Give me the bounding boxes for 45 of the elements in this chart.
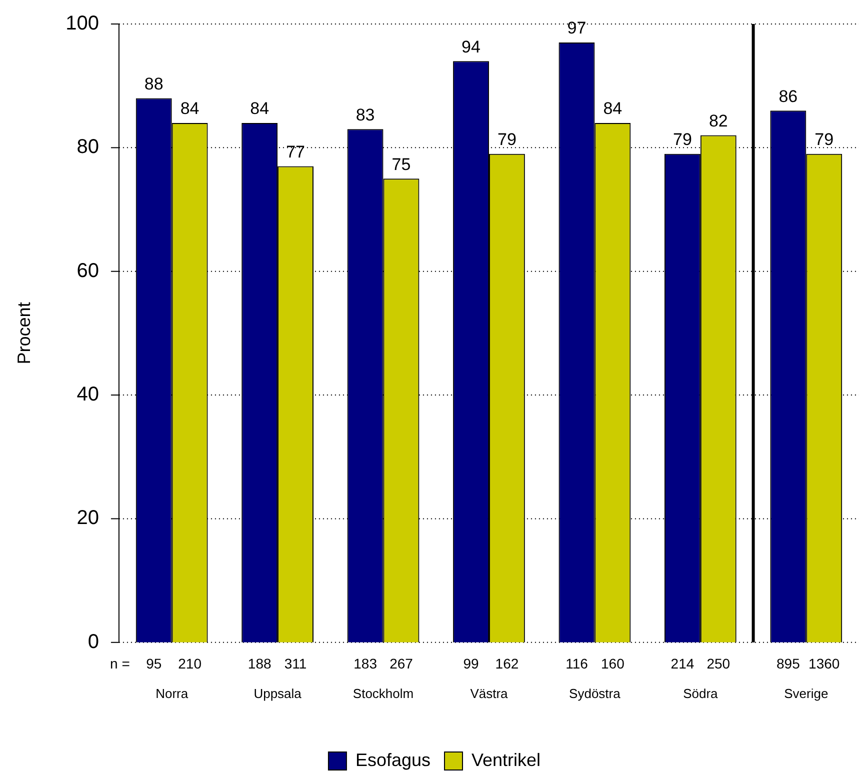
data-label: 84 <box>603 99 622 118</box>
y-tick-label: 40 <box>76 384 99 406</box>
data-label: 83 <box>356 105 375 124</box>
x-tick-label: Södra <box>683 686 719 701</box>
x-tick-label: Norra <box>156 686 189 701</box>
text: 116 <box>566 655 588 672</box>
y-tick-label: 0 <box>88 630 99 653</box>
data-label: 79 <box>497 130 516 150</box>
y-tick-label: 80 <box>76 136 99 158</box>
text: 162 <box>495 655 519 672</box>
text: 250 <box>706 655 730 672</box>
data-label: 82 <box>708 112 728 130</box>
text: 183 <box>354 655 378 672</box>
text: 1360 <box>808 655 840 672</box>
data-label: 97 <box>567 18 586 38</box>
text: 214 <box>670 655 694 672</box>
text: 311 <box>284 655 307 672</box>
data-label: 77 <box>286 142 305 162</box>
text: 210 <box>178 655 202 672</box>
text: 95 <box>146 655 162 672</box>
text: 160 <box>600 655 625 672</box>
data-label: 88 <box>144 74 164 94</box>
y-tick-label: 60 <box>76 260 99 282</box>
y-axis-title: Procent <box>14 302 34 364</box>
legend-label: Esofagus <box>355 750 431 770</box>
text: 99 <box>463 655 480 672</box>
data-label: 94 <box>462 37 480 56</box>
x-tick-label: Västra <box>470 686 509 701</box>
y-tick-label: 100 <box>66 12 99 35</box>
data-label: 79 <box>814 130 834 150</box>
x-tick-label: Sydöstra <box>569 686 622 701</box>
x-tick-label: Stockholm <box>352 686 414 701</box>
data-label: 75 <box>392 154 411 174</box>
data-label: 79 <box>672 130 692 150</box>
data-label: 84 <box>250 99 270 118</box>
x-tick-label: Uppsala <box>254 686 302 701</box>
y-tick-label: 20 <box>76 507 99 530</box>
data-label: 84 <box>180 99 200 118</box>
text: 895 <box>776 655 800 672</box>
legend-label: Ventrikel <box>472 750 541 770</box>
x-tick-label: Sverige <box>784 686 828 701</box>
text: 188 <box>248 655 272 672</box>
text: 267 <box>390 655 414 672</box>
text: n = <box>110 655 130 672</box>
data-label: 86 <box>778 86 798 106</box>
